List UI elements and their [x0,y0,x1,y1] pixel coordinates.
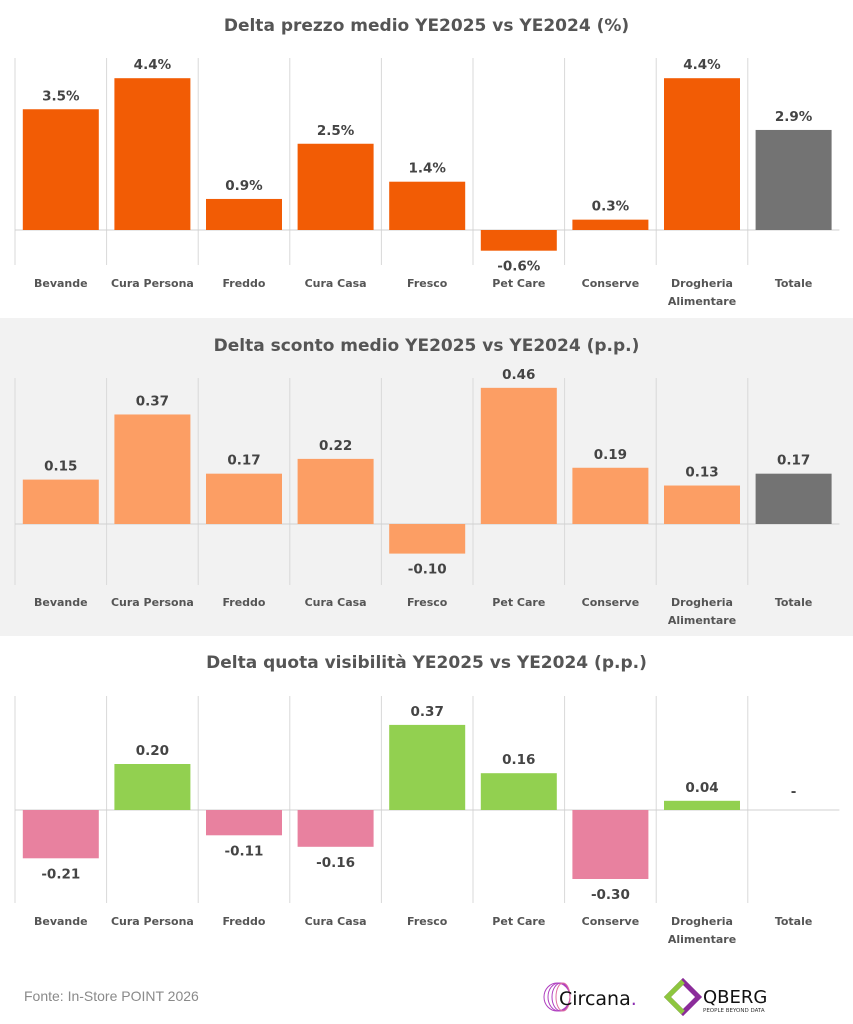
bar-freddo [206,810,282,836]
data-label: 0.17 [777,453,810,469]
category-label: Bevande [34,277,88,290]
bar-pet-care [480,230,557,251]
category-label: Freddo [222,596,265,609]
bar-bevande [22,810,99,859]
category-label: Fresco [407,915,448,928]
data-label: 4.4% [683,57,721,73]
data-label: 2.5% [317,123,355,139]
category-label: Cura Persona [111,915,194,928]
bar-bevande [22,479,99,524]
chart-2: Delta sconto medio YE2025 vs YE2024 (p.p… [0,318,853,636]
category-label: Cura Persona [111,277,194,290]
bar-drogheria-alimentare [664,78,740,230]
data-label: 0.19 [594,447,627,463]
bar-conserve [572,810,649,879]
data-label: -0.16 [316,855,355,871]
data-label: 4.4% [134,57,172,73]
bar-freddo [206,198,282,230]
category-label: Cura Persona [111,596,194,609]
data-label: -0.30 [591,887,630,903]
bar-conserve [572,467,649,524]
category-label: Pet Care [492,277,545,290]
category-label: Totale [775,915,813,928]
bar-cura-persona [114,414,191,524]
chart-title: Delta quota visibilità YE2025 vs YE2024 … [206,653,647,673]
data-label: 3.5% [42,88,80,104]
data-label: 0.16 [502,752,535,768]
category-label: Cura Casa [305,596,367,609]
bar-conserve [572,219,649,230]
data-label: 0.04 [685,780,718,796]
data-label: -0.10 [408,562,447,578]
chart-1: Delta prezzo medio YE2025 vs YE2024 (%) 3… [0,0,853,318]
data-label: 0.9% [225,178,263,194]
data-label: 0.3% [592,199,630,215]
bar-pet-care [480,387,557,524]
category-label: Totale [775,596,813,609]
category-label: Cura Casa [305,915,367,928]
bar-drogheria-alimentare [664,485,740,524]
source-note: Fonte: In-Store POINT 2026 [24,988,199,1004]
qberg-logo: QBERG PEOPLE BEYOND DATA [663,977,767,1017]
circana-logo: Circana. [543,982,637,1012]
data-label: 0.22 [319,438,352,454]
category-label: Conserve [582,915,640,928]
data-label: - [791,784,797,800]
logos: Circana. QBERG PEOPLE BEYOND DATA [543,977,767,1017]
bar-pet-care [480,773,557,810]
svg-text:PEOPLE BEYOND DATA: PEOPLE BEYOND DATA [703,1008,765,1014]
bar-cura-persona [114,764,191,810]
bar-totale [755,473,832,524]
category-label: Totale [775,277,813,290]
chart-3: Delta quota visibilità YE2025 vs YE2024 … [0,636,853,955]
data-label: 0.46 [502,367,535,383]
bar-cura-casa [297,143,374,230]
data-label: -0.21 [41,866,80,882]
data-label: 0.20 [136,743,169,759]
category-label: Bevande [34,596,88,609]
category-label: Fresco [407,596,448,609]
bar-cura-persona [114,78,191,230]
chart-title: Delta sconto medio YE2025 vs YE2024 (p.p… [214,336,640,356]
category-label: Cura Casa [305,277,367,290]
category-label: Drogheria Alimentare [668,915,736,946]
data-label: 0.37 [411,704,444,720]
data-label: 1.4% [408,161,446,177]
bar-freddo [206,473,282,524]
category-label: Pet Care [492,915,545,928]
category-label: Freddo [222,915,265,928]
svg-text:Circana.: Circana. [559,988,637,1010]
category-label: Conserve [582,277,640,290]
bar-fresco [389,181,466,230]
chart-title: Delta prezzo medio YE2025 vs YE2024 (%) [224,16,629,36]
category-label: Drogheria Alimentare [668,277,736,308]
data-label: -0.6% [497,259,541,275]
category-label: Freddo [222,277,265,290]
data-label: 0.37 [136,393,169,409]
svg-text:QBERG: QBERG [703,987,767,1008]
bar-drogheria-alimentare [664,800,740,810]
bar-bevande [22,109,99,230]
category-label: Fresco [407,277,448,290]
data-label: 0.15 [44,459,77,475]
data-label: -0.11 [225,843,264,859]
category-label: Conserve [582,596,640,609]
bar-cura-casa [297,458,374,524]
bar-totale [755,129,832,230]
data-label: 0.13 [685,465,718,481]
category-label: Drogheria Alimentare [668,596,736,627]
bar-fresco [389,524,466,554]
data-label: 2.9% [775,109,813,125]
category-label: Bevande [34,915,88,928]
category-label: Pet Care [492,596,545,609]
bar-fresco [389,724,466,810]
bar-cura-casa [297,810,374,847]
data-label: 0.17 [227,453,260,469]
